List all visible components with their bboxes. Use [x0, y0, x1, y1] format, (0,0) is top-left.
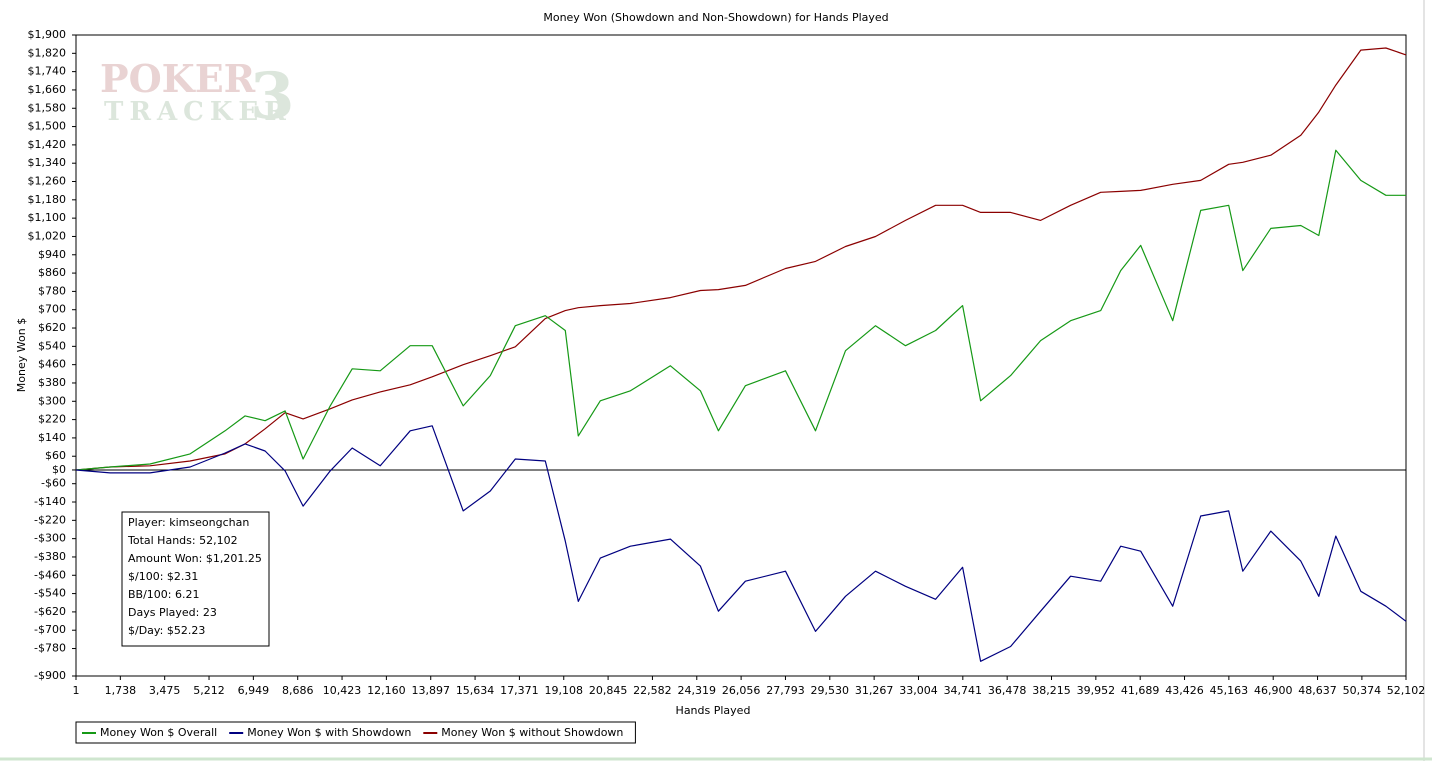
y-tick-label: $1,900 [28, 28, 67, 41]
y-tick-label: -$220 [34, 513, 66, 526]
x-tick-label: 17,371 [500, 684, 539, 697]
y-tick-label: $60 [45, 449, 66, 462]
info-line: $/100: $2.31 [128, 570, 198, 583]
y-tick-label: $1,100 [28, 211, 67, 224]
y-tick-label: $1,660 [28, 83, 67, 96]
y-tick-label: $380 [38, 376, 66, 389]
info-line: Amount Won: $1,201.25 [128, 552, 262, 565]
x-tick-label: 5,212 [193, 684, 225, 697]
x-tick-label: 22,582 [633, 684, 672, 697]
y-tick-label: $940 [38, 248, 66, 261]
x-tick-label: 24,319 [678, 684, 717, 697]
legend-frame [75, 721, 636, 744]
y-tick-label: -$620 [34, 605, 66, 618]
info-line: BB/100: 6.21 [128, 588, 200, 601]
x-tick-label: 34,741 [944, 684, 983, 697]
x-tick-label: 10,423 [323, 684, 362, 697]
y-tick-label: -$60 [41, 477, 66, 490]
legend-label: Money Won $ with Showdown [247, 726, 411, 739]
x-tick-label: 3,475 [149, 684, 181, 697]
x-tick-label: 36,478 [988, 684, 1027, 697]
y-tick-label: $1,740 [28, 65, 67, 78]
legend-label: Money Won $ without Showdown [441, 726, 623, 739]
y-tick-label: $620 [38, 321, 66, 334]
y-tick-label: $460 [38, 358, 66, 371]
x-tick-label: 43,426 [1165, 684, 1204, 697]
y-tick-label: $1,020 [28, 229, 67, 242]
x-tick-label: 39,952 [1077, 684, 1116, 697]
y-tick-label: -$380 [34, 550, 66, 563]
y-tick-label: -$700 [34, 623, 66, 636]
series-line [75, 425, 1407, 662]
x-tick-label: 19,108 [545, 684, 584, 697]
series-line [75, 47, 1407, 471]
watermark-text: TRACKER [104, 97, 292, 127]
y-tick-label: $780 [38, 284, 66, 297]
info-line: Days Played: 23 [128, 606, 217, 619]
x-tick-label: 33,004 [899, 684, 938, 697]
x-tick-label: 26,056 [722, 684, 761, 697]
legend-label: Money Won $ Overall [100, 726, 217, 739]
x-tick-label: 12,160 [367, 684, 406, 697]
info-box-frame [121, 511, 270, 647]
y-tick-label: $220 [38, 413, 66, 426]
x-tick-label: 52,102 [1387, 684, 1426, 697]
chart-title: Money Won (Showdown and Non-Showdown) fo… [543, 11, 888, 24]
y-tick-label: $1,580 [28, 101, 67, 114]
y-tick-label: -$780 [34, 642, 66, 655]
y-tick-label: $1,820 [28, 46, 67, 59]
y-tick-label: -$140 [34, 495, 66, 508]
x-tick-label: 8,686 [282, 684, 314, 697]
x-tick-label: 1,738 [105, 684, 137, 697]
x-tick-label: 46,900 [1254, 684, 1293, 697]
series-line [75, 149, 1406, 471]
x-tick-label: 6,949 [238, 684, 270, 697]
y-tick-label: $1,500 [28, 120, 67, 133]
y-tick-label: $1,420 [28, 138, 67, 151]
y-tick-label: $0 [52, 463, 66, 476]
info-line: Player: kimseongchan [128, 516, 249, 529]
info-line: Total Hands: 52,102 [127, 534, 238, 547]
y-tick-label: -$300 [34, 532, 66, 545]
y-tick-label: $1,340 [28, 156, 67, 169]
x-tick-label: 31,267 [855, 684, 894, 697]
x-tick-label: 20,845 [589, 684, 628, 697]
info-line: $/Day: $52.23 [128, 624, 205, 637]
y-tick-label: $1,260 [28, 175, 67, 188]
x-tick-label: 27,793 [766, 684, 805, 697]
x-tick-label: 13,897 [411, 684, 450, 697]
x-tick-label: 29,530 [811, 684, 850, 697]
y-tick-label: -$460 [34, 568, 66, 581]
y-axis-label: Money Won $ [15, 318, 28, 392]
info-box: Player: kimseongchan Total Hands: 52,102 A… [121, 511, 270, 647]
y-tick-label: $700 [38, 303, 66, 316]
x-tick-label: 48,637 [1298, 684, 1337, 697]
x-axis-label: Hands Played [676, 704, 751, 717]
x-tick-label: 1 [73, 684, 80, 697]
y-tick-label: -$900 [34, 669, 66, 682]
watermark-text: 3 [250, 59, 295, 134]
x-tick-label: 50,374 [1343, 684, 1382, 697]
x-tick-label: 38,215 [1032, 684, 1071, 697]
y-tick-label: $140 [38, 431, 66, 444]
watermark-text: POKER [100, 56, 256, 101]
legend: Money Won $ Overall Money Won $ with Show… [75, 721, 636, 744]
x-tick-label: 15,634 [456, 684, 495, 697]
x-tick-label: 45,163 [1210, 684, 1249, 697]
watermark: POKER TRACKER 3 [100, 56, 295, 134]
y-tick-label: $860 [38, 266, 66, 279]
y-tick-label: -$540 [34, 587, 66, 600]
x-tick-label: 41,689 [1121, 684, 1160, 697]
y-tick-label: $300 [38, 394, 66, 407]
y-tick-label: $1,180 [28, 193, 67, 206]
y-tick-label: $540 [38, 339, 66, 352]
